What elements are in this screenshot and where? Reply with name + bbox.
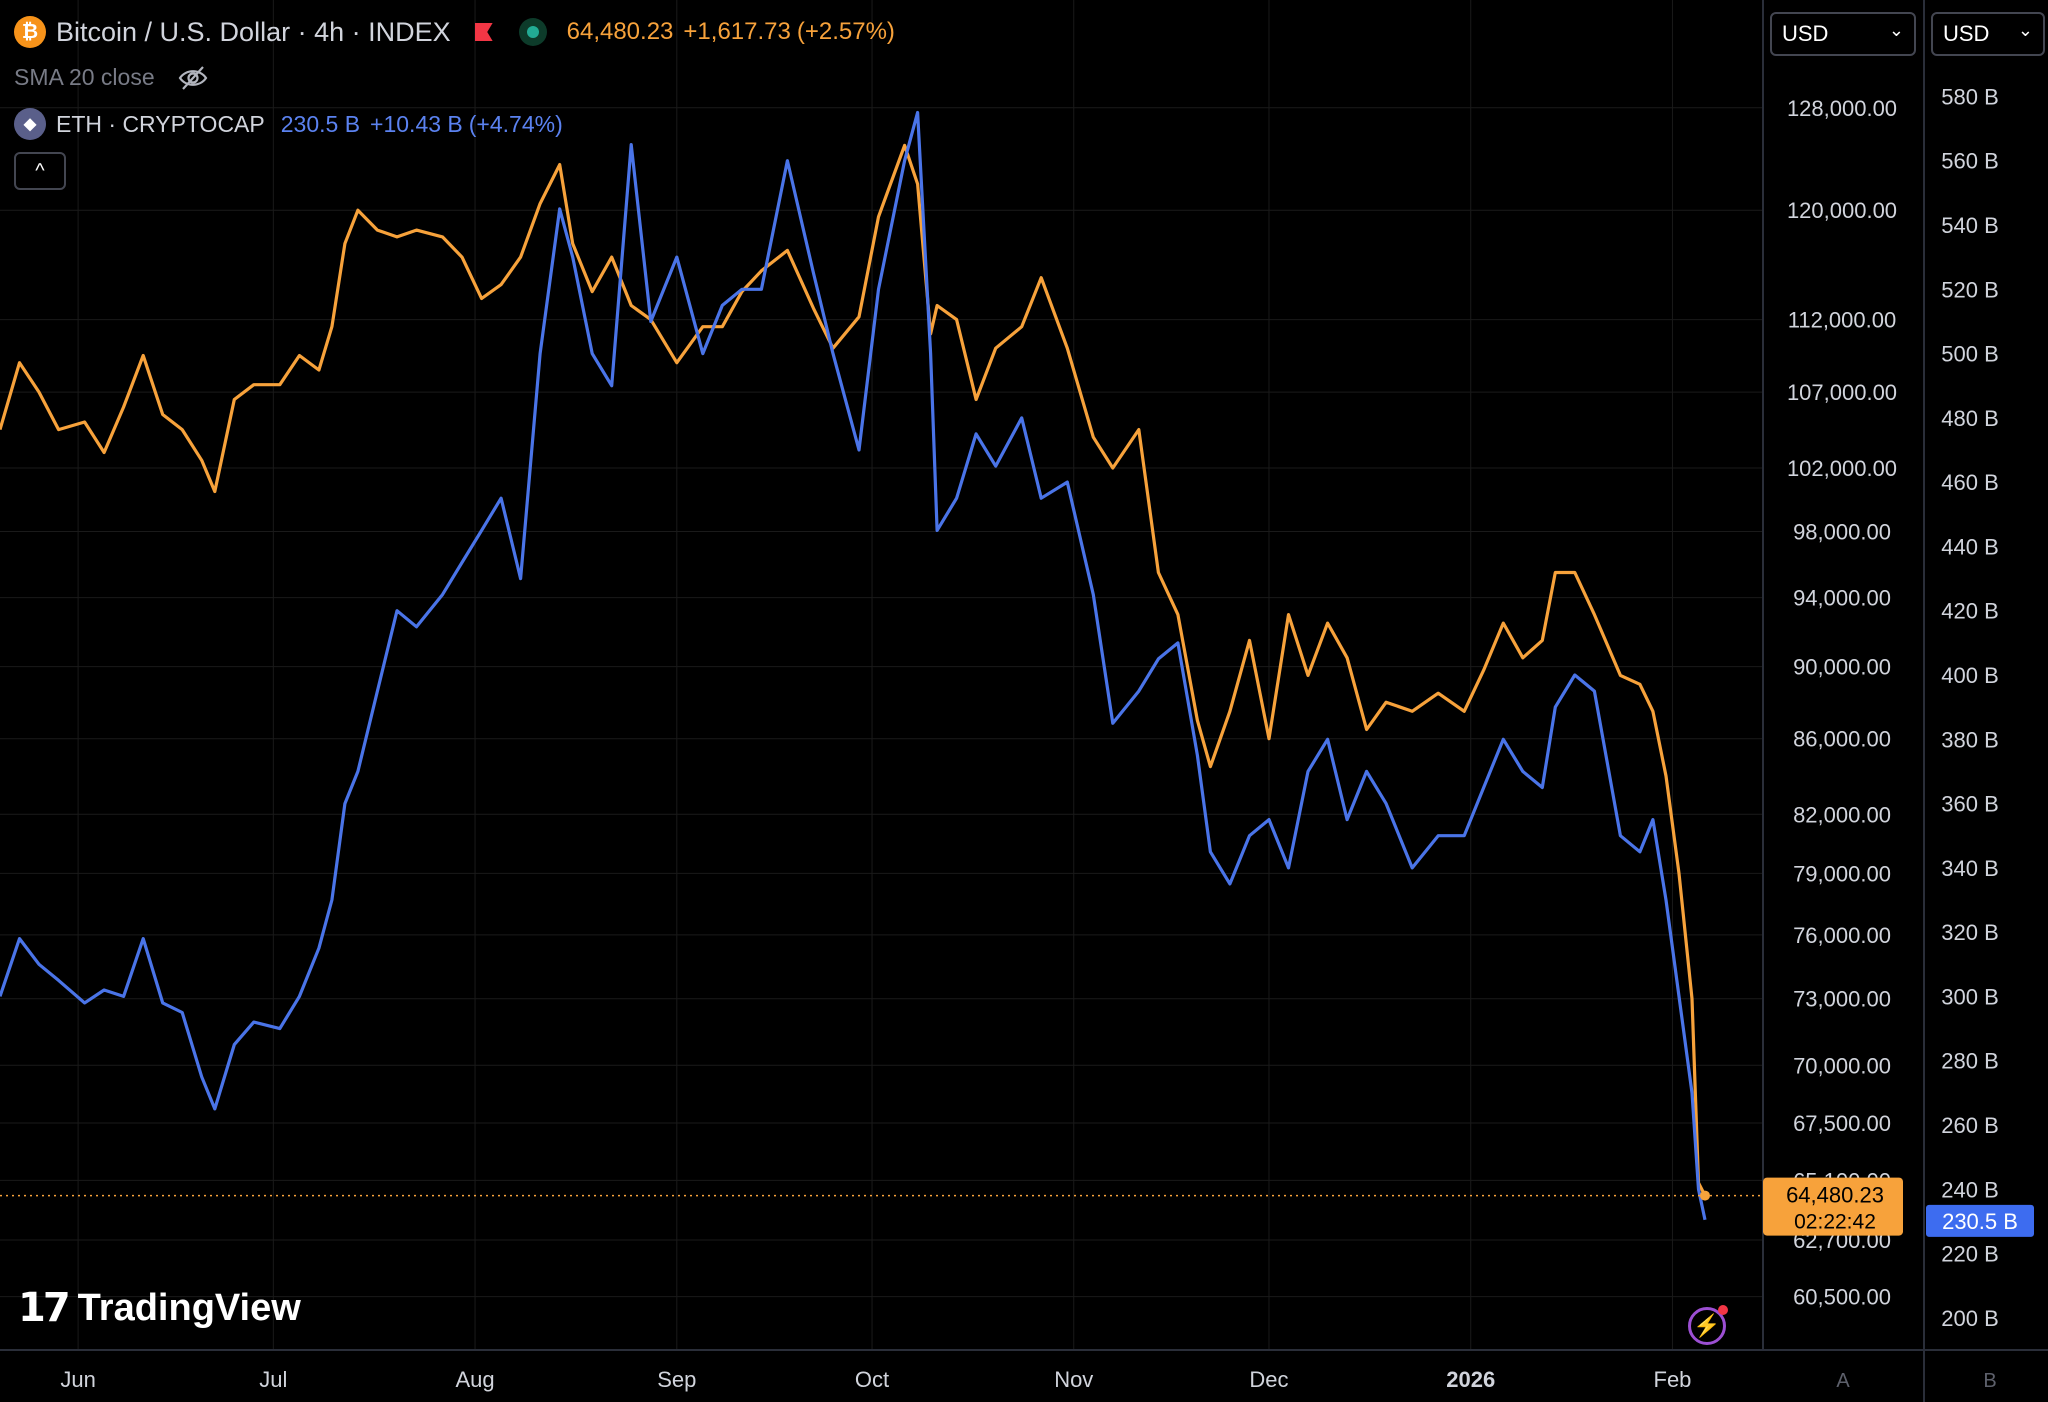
y-tick-label-A: 70,000.00 xyxy=(1793,1053,1891,1078)
y-tick-label-A: 112,000.00 xyxy=(1788,308,1896,333)
currency-select-A-value: USD xyxy=(1782,21,1829,46)
y-tick-label-A: 67,500.00 xyxy=(1793,1111,1891,1136)
collapse-legend-button[interactable]: ^ xyxy=(14,152,66,190)
x-tick-label: Jul xyxy=(259,1367,287,1392)
x-tick-label: Dec xyxy=(1249,1367,1288,1392)
y-tick-label-A: 86,000.00 xyxy=(1793,727,1891,752)
tradingview-logo-mark: 17 xyxy=(18,1285,71,1331)
sma-label: SMA 20 close xyxy=(14,64,155,90)
y-tick-label-B: 440 B xyxy=(1941,534,1999,559)
x-tick-label: 2026 xyxy=(1446,1367,1495,1392)
btc-price-line[interactable] xyxy=(0,143,1707,1197)
btc-last-tag-value: 64,480.23 xyxy=(1786,1183,1884,1208)
y-tick-label-A: 98,000.00 xyxy=(1793,519,1891,544)
y-tick-label-B: 320 B xyxy=(1941,920,1999,945)
eth-last-tag-value: 230.5 B xyxy=(1942,1209,2018,1234)
eye-hidden-icon[interactable] xyxy=(177,65,209,91)
y-tick-label-B: 380 B xyxy=(1941,727,1999,752)
x-tick-label: Nov xyxy=(1054,1367,1093,1392)
y-tick-label-A: 76,000.00 xyxy=(1793,923,1891,948)
y-tick-label-A: 90,000.00 xyxy=(1793,655,1891,680)
y-tick-label-B: 420 B xyxy=(1941,599,1999,624)
eth-last-value: 230.5 B xyxy=(280,110,361,137)
x-tick-label: Aug xyxy=(455,1367,494,1392)
x-tick-label: Sep xyxy=(657,1367,696,1392)
last-price-dot xyxy=(1700,1190,1710,1201)
y-tick-label-A: 60,500.00 xyxy=(1793,1285,1891,1310)
ethereum-icon: ◆ xyxy=(14,108,46,140)
y-tick-label-B: 580 B xyxy=(1941,84,1999,109)
y-tick-label-B: 400 B xyxy=(1941,663,1999,688)
y-tick-label-B: 220 B xyxy=(1941,1242,1999,1267)
eth-marketcap-line[interactable] xyxy=(0,110,1707,1221)
y-tick-label-A: 102,000.00 xyxy=(1787,456,1897,481)
y-tick-label-A: 82,000.00 xyxy=(1793,802,1891,827)
y-tick-label-B: 520 B xyxy=(1941,277,1999,302)
btc-change-pct: (+2.57%) xyxy=(796,18,895,45)
notification-dot xyxy=(1718,1305,1728,1315)
legend-eth[interactable]: ◆ ETH · CRYPTOCAP 230.5 B +10.43 B (+4.7… xyxy=(14,108,563,140)
btc-last-price: 64,480.23 xyxy=(566,18,674,45)
y-tick-label-B: 540 B xyxy=(1941,213,1999,238)
flag-icon[interactable] xyxy=(474,23,493,41)
y-tick-label-A: 128,000.00 xyxy=(1787,96,1897,121)
chevron-down-icon: ⌄ xyxy=(2017,19,2033,40)
y-tick-label-A: 120,000.00 xyxy=(1787,198,1897,223)
btc-last-tag xyxy=(1763,1177,1903,1236)
y-tick-label-B: 340 B xyxy=(1941,856,1999,881)
y-tick-label-B: 280 B xyxy=(1941,1049,1999,1074)
chevron-down-icon: ⌄ xyxy=(1888,19,1904,40)
y-tick-label-A: 73,000.00 xyxy=(1793,987,1891,1012)
y-tick-label-A: 94,000.00 xyxy=(1793,586,1891,611)
axis-A-label[interactable]: A xyxy=(1836,1370,1850,1392)
chevron-up-icon: ^ xyxy=(35,159,45,182)
y-tick-label-B: 300 B xyxy=(1941,984,1999,1009)
eth-change-pct: (+4.74%) xyxy=(468,110,563,137)
y-tick-label-B: 460 B xyxy=(1941,470,1999,495)
btc-countdown: 02:22:42 xyxy=(1794,1211,1876,1234)
btc-symbol-title: Bitcoin / U.S. Dollar · 4h · INDEX xyxy=(56,16,451,47)
y-tick-label-A: 107,000.00 xyxy=(1787,380,1897,405)
y-tick-label-A: 79,000.00 xyxy=(1793,861,1891,886)
market-status-icon xyxy=(518,18,547,46)
currency-select-A[interactable]: USD ⌄ xyxy=(1770,12,1916,56)
eth-symbol-title: ETH · CRYPTOCAP xyxy=(56,110,265,137)
y-tick-label-B: 480 B xyxy=(1941,406,1999,431)
tradingview-logo[interactable]: 17 TradingView xyxy=(18,1285,301,1331)
eth-last-tag xyxy=(1926,1204,2034,1237)
legend-btc[interactable]: ₿ Bitcoin / U.S. Dollar · 4h · INDEX 64,… xyxy=(14,16,895,48)
x-tick-label: Jun xyxy=(60,1367,95,1392)
legend-sma[interactable]: SMA 20 close xyxy=(14,64,209,91)
y-tick-label-B: 240 B xyxy=(1941,1177,1999,1202)
axis-B-label[interactable]: B xyxy=(1983,1370,1996,1392)
time-axis[interactable]: Jun Jul Aug Sep Oct Nov Dec 2026 Feb xyxy=(60,1367,1691,1392)
btc-change: +1,617.73 xyxy=(683,18,791,45)
y-tick-label-B: 200 B xyxy=(1941,1306,1999,1331)
lightning-icon[interactable]: ⚡ xyxy=(1688,1305,1728,1345)
bitcoin-icon: ₿ xyxy=(14,16,46,48)
last-value-tags: 64,480.23 02:22:42 230.5 B xyxy=(1763,1177,2034,1237)
series-layer xyxy=(0,110,1763,1221)
eth-change: +10.43 B xyxy=(370,110,463,137)
x-tick-label: Oct xyxy=(855,1367,889,1392)
tradingview-wordmark: TradingView xyxy=(77,1286,301,1329)
y-tick-label-B: 560 B xyxy=(1941,149,1999,174)
y-tick-label-B: 500 B xyxy=(1941,342,1999,367)
y-tick-label-B: 260 B xyxy=(1941,1113,1999,1138)
y-tick-label-B: 360 B xyxy=(1941,792,1999,817)
x-tick-label: Feb xyxy=(1654,1367,1692,1392)
currency-select-B[interactable]: USD ⌄ xyxy=(1931,12,2045,56)
currency-select-B-value: USD xyxy=(1943,21,1990,46)
